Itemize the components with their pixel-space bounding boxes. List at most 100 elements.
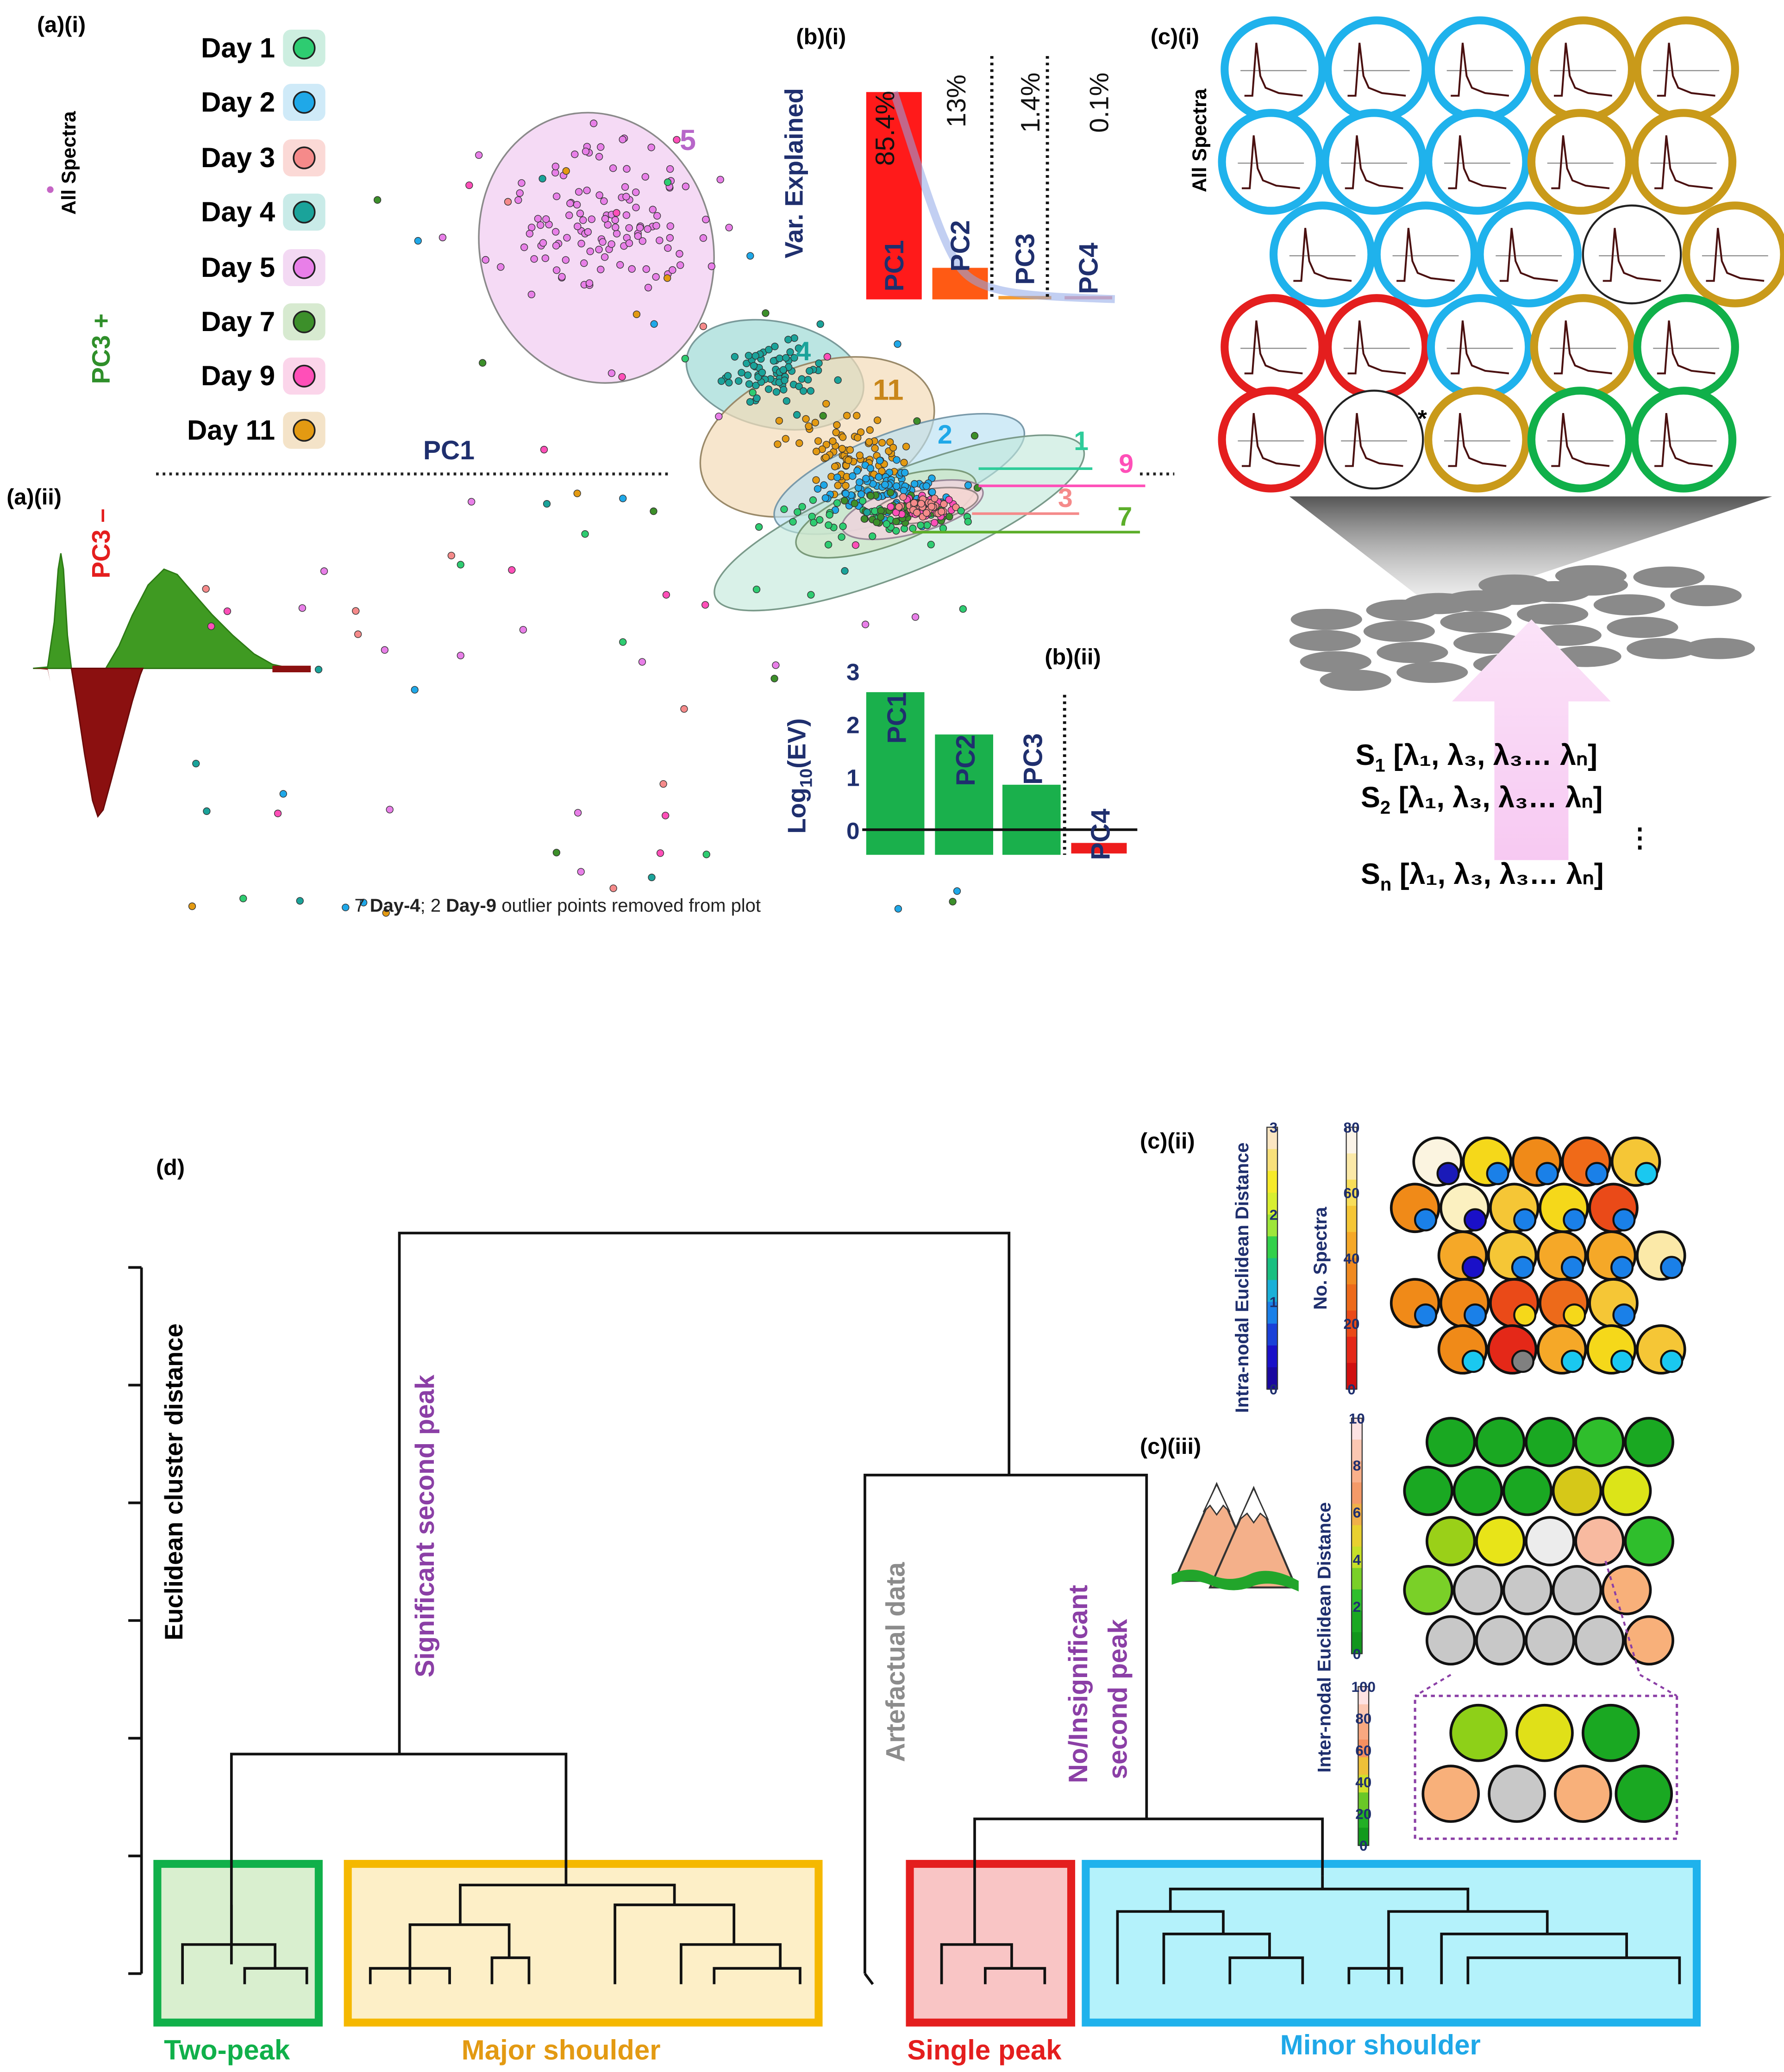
branch-label-artefactual-data: Artefactual data xyxy=(881,1562,911,1762)
scatter-point-567 xyxy=(656,849,664,857)
scatter-point-86 xyxy=(552,242,560,250)
scatter-point-587 xyxy=(482,256,489,264)
legend-swatch-dot-0 xyxy=(293,37,316,60)
cb-inter-b-seg-3 xyxy=(1358,1739,1369,1758)
som-node-4-0 xyxy=(1218,387,1324,493)
scatter-point-187 xyxy=(779,366,787,374)
scatter-point-333 xyxy=(893,482,901,490)
heat-ii-inner-2-4 xyxy=(1660,1256,1684,1279)
nspectra-colorbar: 80 60 40 20 0 xyxy=(1344,1120,1360,1398)
plane-node-10 xyxy=(1289,630,1361,651)
legend-swatch-dot-1 xyxy=(293,91,316,114)
nspectra-colorbar-title: No. Spectra xyxy=(1310,1207,1331,1310)
scatter-point-595 xyxy=(342,903,350,912)
cb-inter-a-seg-10 xyxy=(1352,1632,1362,1654)
scatter-point-353 xyxy=(856,478,864,486)
som-node-spectrum-0-1 xyxy=(1347,43,1406,97)
cb-intra-seg-9 xyxy=(1267,1323,1278,1346)
cb-intra-seg-10 xyxy=(1267,1345,1278,1368)
scatter-point-106 xyxy=(609,164,617,172)
scatter-point-151 xyxy=(798,375,806,383)
scatter-point-452 xyxy=(867,492,875,500)
scatter-point-571 xyxy=(681,355,689,363)
scatter-point-536 xyxy=(699,322,707,331)
scatter-point-268 xyxy=(839,433,847,441)
som-node-2-4 xyxy=(1682,201,1784,307)
heat-iii-node-2-0 xyxy=(1425,1516,1476,1566)
pca-scatter xyxy=(188,119,982,917)
scatter-point-257 xyxy=(832,428,840,437)
som-heatmap-ii xyxy=(1390,1136,1686,1375)
scatter-point-248 xyxy=(829,437,837,445)
scatter-point-340 xyxy=(893,456,901,464)
cb-inter-a-tick-0: 0 xyxy=(1353,1646,1361,1662)
scatter-point-55 xyxy=(584,228,592,236)
scatter-point-90 xyxy=(601,253,609,261)
cb-inter-b-tick-0: 0 xyxy=(1359,1838,1367,1854)
cluster-label-3: 3 xyxy=(1058,483,1073,513)
scatter-point-79 xyxy=(641,173,649,181)
scatter-point-107 xyxy=(571,150,579,158)
cb-intra-seg-6 xyxy=(1267,1258,1278,1281)
scatter-point-607 xyxy=(819,412,827,420)
scatter-point-112 xyxy=(622,211,631,219)
scatter-point-525 xyxy=(638,658,646,666)
scatter-point-605 xyxy=(662,591,670,599)
som-node-spectrum-4-2 xyxy=(1448,413,1507,467)
plane-node-7 xyxy=(1366,599,1438,621)
heat-ii-inner-3-1 xyxy=(1464,1303,1487,1327)
heat-iii-node-3-0 xyxy=(1403,1565,1453,1615)
scatter-point-53 xyxy=(534,215,542,223)
panel-label-d: (d) xyxy=(156,1155,185,1180)
scatter-point-243 xyxy=(834,482,842,489)
panel-label-b-ii: (b)(ii) xyxy=(1045,645,1101,670)
scatter-point-211 xyxy=(843,412,851,419)
cb-nspec-tick-40: 40 xyxy=(1344,1251,1360,1267)
cb-inter-a-seg-7 xyxy=(1352,1568,1362,1590)
heat-iii-node-0-1 xyxy=(1475,1417,1526,1467)
scatter-point-582 xyxy=(957,507,965,515)
inset-node-bottom-2 xyxy=(1554,1765,1612,1823)
heat-iii-node-4-0 xyxy=(1425,1615,1476,1666)
inter-colorbar-b: 100 80 60 40 20 0 xyxy=(1352,1679,1376,1854)
scatter-point-579 xyxy=(504,198,512,206)
logev-ytick-2: 2 xyxy=(846,711,860,738)
cb-inter-a-seg-6 xyxy=(1352,1546,1362,1569)
scatter-point-482 xyxy=(887,503,895,511)
plane-node-9 xyxy=(1519,581,1591,602)
som-node-spectrum-3-1 xyxy=(1347,320,1406,375)
cb-intra-seg-1 xyxy=(1267,1149,1278,1172)
scatter-point-26 xyxy=(590,119,598,127)
scatter-point-127 xyxy=(743,359,751,367)
scatter-point-82 xyxy=(656,237,664,244)
scatter-point-62 xyxy=(652,222,660,230)
cb-inter-b-frame xyxy=(1358,1686,1370,1846)
cb-nspec-seg-6 xyxy=(1346,1284,1357,1311)
scatter-point-28 xyxy=(666,165,674,173)
scatter-point-609 xyxy=(581,530,589,538)
scatter-point-380 xyxy=(838,533,845,541)
scatter-point-543 xyxy=(861,620,870,628)
som-grid xyxy=(1218,16,1784,493)
cb-intra-seg-11 xyxy=(1267,1367,1278,1390)
scatter-point-398 xyxy=(883,520,890,528)
scatter-point-120 xyxy=(815,359,823,367)
som-node-3-0 xyxy=(1221,294,1327,400)
scatter-point-580 xyxy=(851,541,860,549)
scatter-point-572 xyxy=(793,411,801,419)
scatter-point-551 xyxy=(863,508,871,516)
scatter-point-388 xyxy=(923,521,931,529)
scatter-point-611 xyxy=(382,909,390,917)
som-node-2-3 xyxy=(1582,204,1682,305)
scatter-point-532 xyxy=(239,895,247,902)
scatter-point-13 xyxy=(528,224,536,232)
legend-swatch-dot-5 xyxy=(293,310,316,333)
scatter-point-173 xyxy=(834,376,842,384)
bar-logev-PC3 xyxy=(1002,784,1061,830)
scatter-point-14 xyxy=(632,188,640,196)
heat-ii-inner-2-1 xyxy=(1511,1256,1534,1279)
branch-root xyxy=(398,1232,1011,1754)
scatter-point-3 xyxy=(664,244,672,252)
scatter-point-46 xyxy=(653,212,661,220)
scatter-point-283 xyxy=(849,472,857,480)
